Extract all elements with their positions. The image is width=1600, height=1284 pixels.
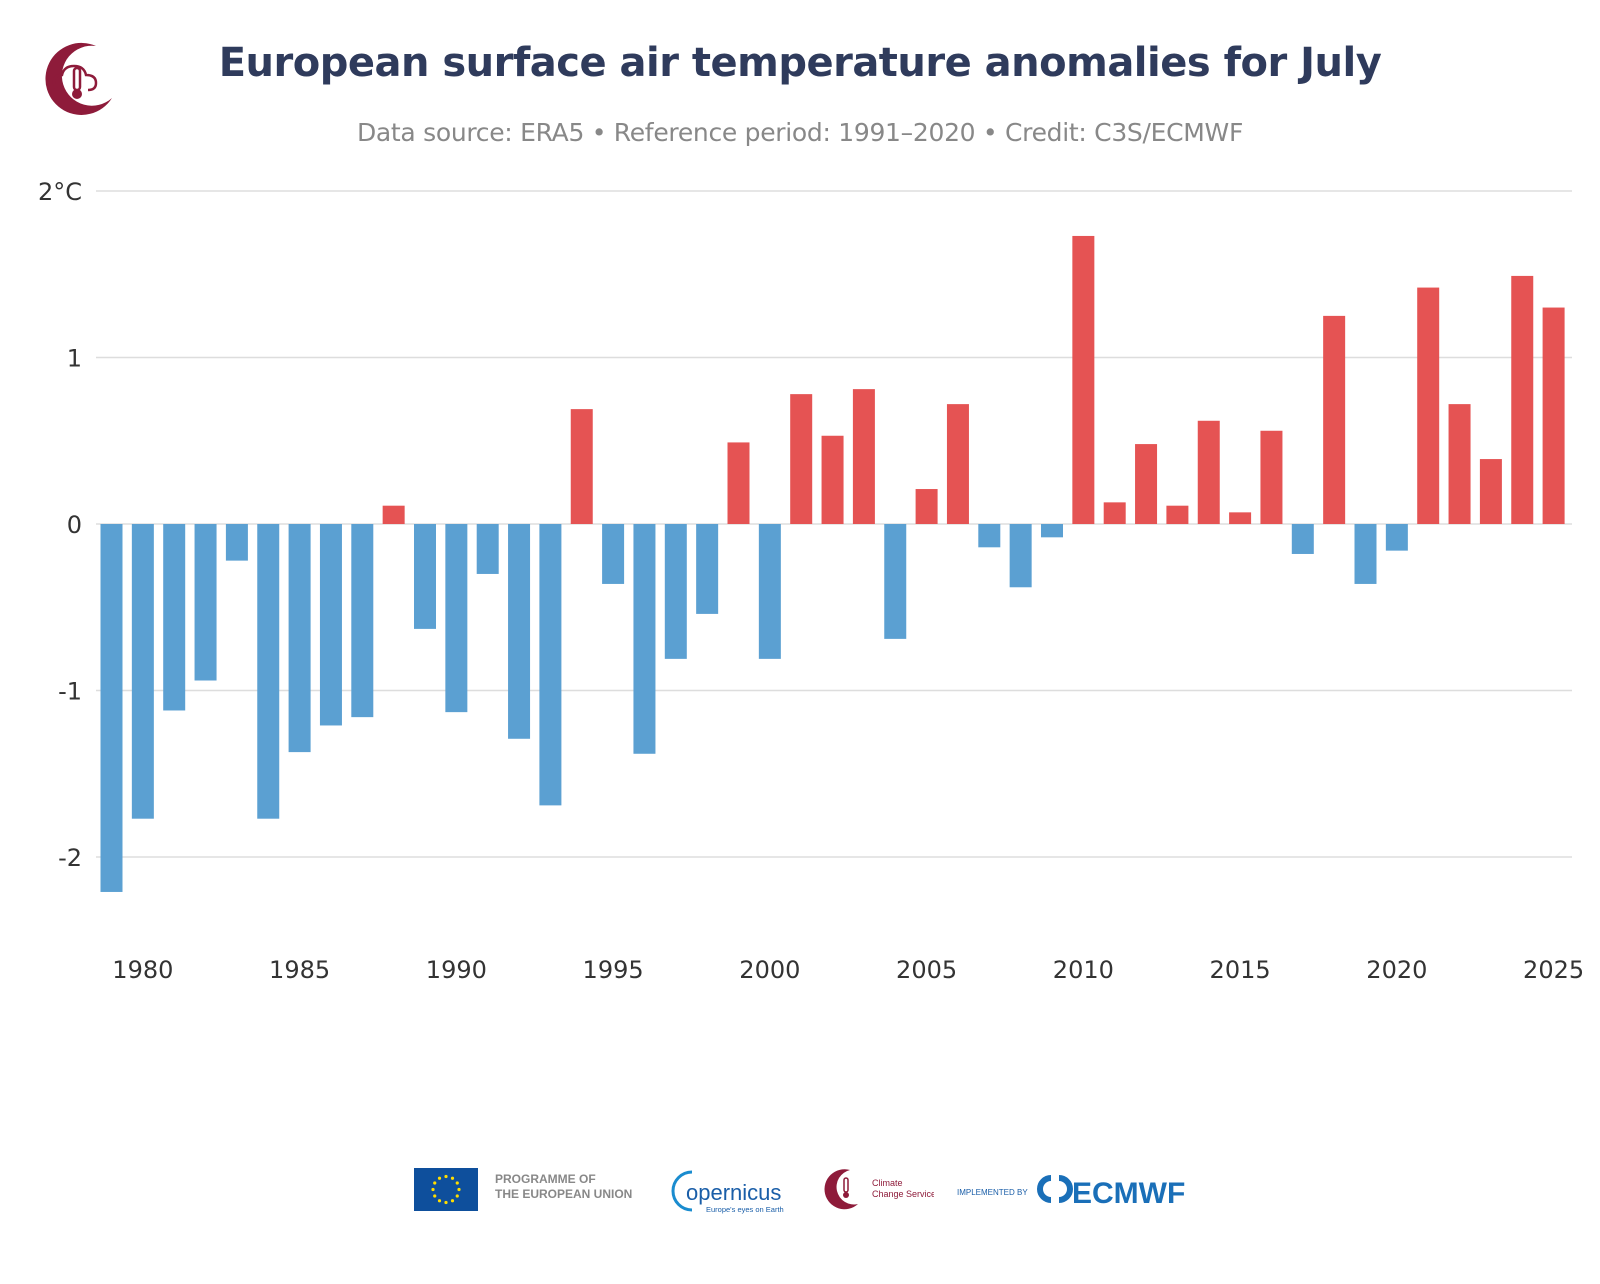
bar-2007: [978, 524, 1001, 548]
x-tick-label: 1990: [426, 956, 487, 984]
eu-text-line2: THE EUROPEAN UNION: [495, 1187, 633, 1201]
chart-title: European surface air temperature anomali…: [218, 40, 1382, 86]
y-tick-labels: 2°C 1 0 -1 -2: [38, 178, 82, 872]
bar-1985: [288, 524, 311, 753]
ecmwf-logo: IMPLEMENTED BY ECMWF: [957, 1175, 1185, 1210]
bar-1979: [100, 524, 123, 892]
y-tick-label: 0: [67, 511, 82, 539]
bar-2002: [821, 435, 844, 524]
bar-1980: [131, 524, 154, 819]
bar-2014: [1197, 420, 1220, 524]
bar-2003: [852, 389, 875, 524]
eu-star-icon: [455, 1181, 459, 1185]
bar-1984: [257, 524, 280, 819]
x-tick-label: 2005: [896, 956, 957, 984]
bar-1982: [194, 524, 217, 681]
eu-star-icon: [431, 1187, 435, 1192]
c3s-cloud-thermometer-logo: [45, 42, 112, 115]
copernicus-logo: opernicus Europe's eyes on Earth: [671, 1170, 784, 1214]
x-tick-labels: 1980 1985 1990 1995 2000 2005 2010 2015 2020 2025: [112, 956, 1584, 984]
ecmwf-word: ECMWF: [1072, 1177, 1185, 1210]
eu-programme-text: PROGRAMME OF THE EUROPEAN UNION: [495, 1172, 632, 1202]
bar-1996: [633, 524, 656, 754]
bar-2022: [1448, 404, 1471, 524]
bar-1990: [445, 524, 468, 713]
footer-logos: PROGRAMME OF THE EUROPEAN UNION opernicu…: [0, 1160, 1600, 1230]
bar-1988: [382, 505, 405, 525]
eu-star-icon: [433, 1194, 437, 1198]
bar-2024: [1511, 275, 1534, 524]
chart-subtitle: Data source: ERA5 • Reference period: 19…: [356, 118, 1244, 147]
copernicus-word: opernicus: [686, 1180, 781, 1205]
eu-text-line1: PROGRAMME OF: [495, 1172, 596, 1186]
c3s-line1: Climate: [872, 1178, 903, 1188]
bar-1981: [163, 524, 186, 711]
bar-1998: [696, 524, 719, 614]
bar-2025: [1542, 307, 1565, 524]
bar-2018: [1323, 315, 1346, 525]
implemented-by-text: IMPLEMENTED BY: [957, 1188, 1028, 1197]
copernicus-tagline: Europe's eyes on Earth: [706, 1205, 784, 1214]
bar-1989: [414, 524, 436, 629]
bar-2016: [1260, 430, 1283, 524]
y-tick-label: -2: [58, 844, 82, 872]
bar-chart: 2°C 1 0 -1 -2 1980 1985 1990 1995 2000 2005 2010 20…: [38, 178, 1584, 984]
bar-2019: [1354, 524, 1377, 584]
y-tick-label: 1: [67, 345, 82, 373]
bar-2015: [1229, 512, 1252, 525]
bar-1983: [225, 524, 248, 561]
x-tick-label: 2010: [1053, 956, 1114, 984]
eu-star-icon: [433, 1181, 437, 1185]
eu-star-icon: [437, 1199, 442, 1203]
bar-2020: [1385, 524, 1408, 551]
bar-2006: [946, 404, 969, 524]
eu-star-icon: [450, 1176, 455, 1180]
x-tick-label: 2020: [1366, 956, 1427, 984]
bar-2012: [1135, 444, 1158, 524]
bar-2021: [1417, 287, 1440, 524]
eu-flag-icon: [414, 1168, 478, 1211]
c3s-line2: Change Service: [872, 1189, 934, 1199]
eu-star-icon: [457, 1187, 461, 1192]
eu-star-icon: [437, 1176, 442, 1180]
bar-2011: [1103, 502, 1126, 524]
bar-1995: [602, 524, 625, 584]
bar-2008: [1009, 524, 1032, 588]
bar-1994: [570, 409, 593, 524]
bars: [100, 235, 1565, 892]
bar-2000: [758, 524, 781, 659]
eu-star-icon: [450, 1199, 455, 1203]
eu-star-icon: [444, 1174, 448, 1179]
bar-2023: [1479, 459, 1502, 524]
x-tick-label: 2000: [739, 956, 800, 984]
bar-1991: [476, 524, 499, 574]
bar-1997: [664, 524, 687, 659]
y-tick-label: -1: [58, 678, 82, 706]
bar-1992: [508, 524, 531, 739]
bar-2005: [915, 489, 938, 524]
bar-2004: [884, 524, 907, 639]
x-tick-label: 2015: [1210, 956, 1271, 984]
x-tick-label: 2025: [1523, 956, 1584, 984]
bar-2010: [1072, 235, 1095, 524]
eu-star-icon: [455, 1194, 459, 1198]
bar-1993: [539, 524, 562, 806]
bar-2009: [1041, 524, 1063, 538]
bar-1999: [727, 442, 750, 524]
bar-1987: [351, 524, 374, 718]
x-tick-label: 1995: [583, 956, 644, 984]
c3s-logo: Climate Change Service: [824, 1169, 934, 1210]
x-tick-label: 1980: [112, 956, 173, 984]
y-tick-label: 2°C: [38, 178, 82, 206]
bar-1986: [319, 524, 342, 726]
bar-2001: [790, 394, 813, 524]
x-tick-label: 1985: [269, 956, 330, 984]
bar-2017: [1291, 524, 1314, 554]
eu-star-icon: [444, 1200, 448, 1205]
bar-2013: [1166, 505, 1189, 525]
